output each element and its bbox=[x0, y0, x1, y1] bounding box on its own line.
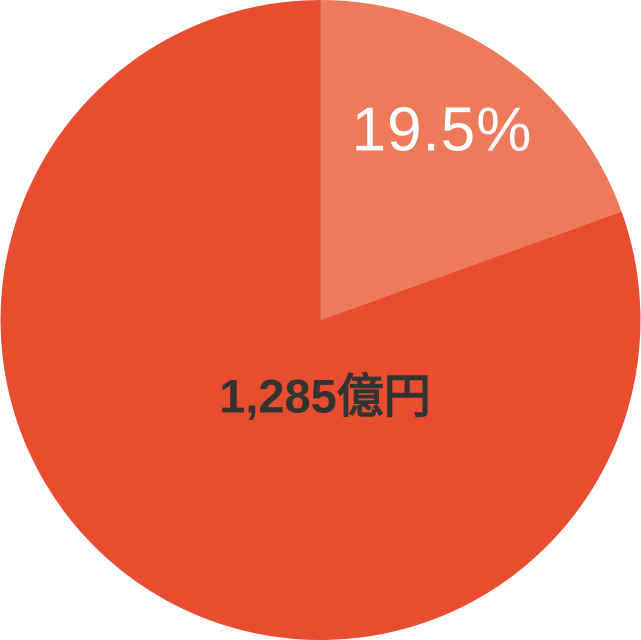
center-value-label: 1,285億円 bbox=[219, 369, 431, 423]
pie-slice-highlighted-share bbox=[320, 0, 622, 320]
slice-percentage-label: 19.5% bbox=[351, 95, 533, 165]
